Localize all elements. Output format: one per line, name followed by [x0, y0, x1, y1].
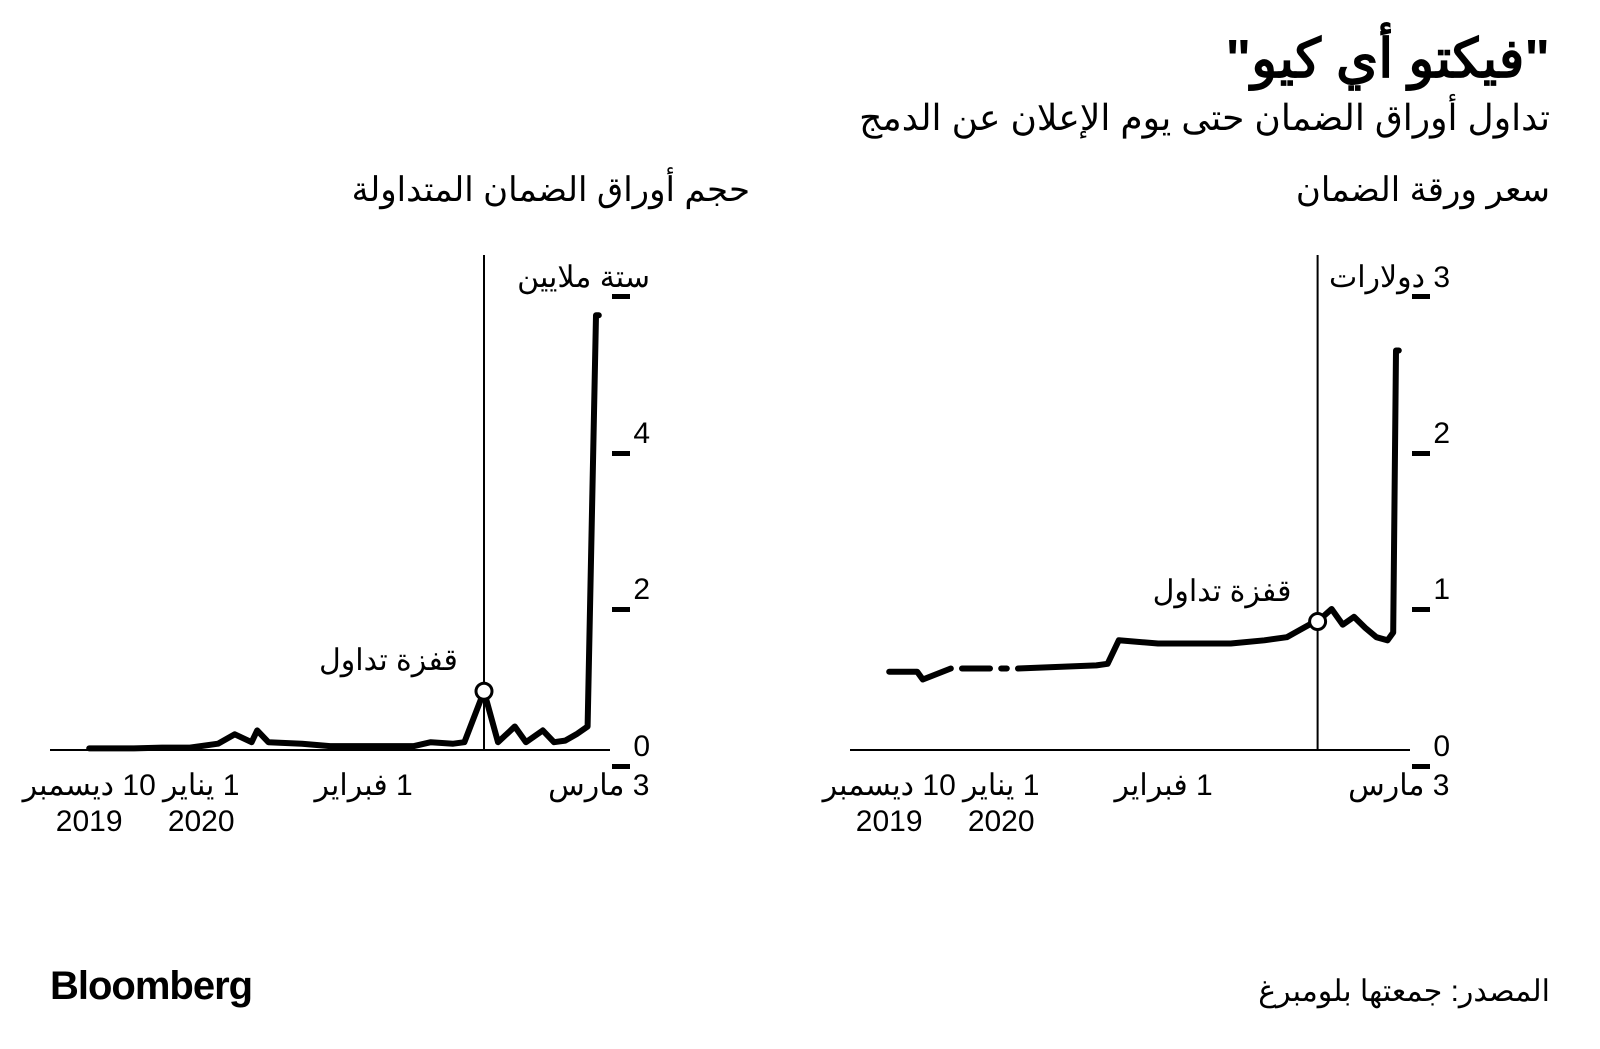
- y-tick-label: 0: [1434, 730, 1450, 764]
- y-tick-mark: [1412, 451, 1430, 456]
- y-tick-mark: [1412, 607, 1430, 612]
- annotation-label: قفزة تداول: [1153, 574, 1292, 609]
- y-tick-label: 4: [634, 417, 650, 451]
- y-tick-label: 2: [1434, 417, 1450, 451]
- chart-header: "فيكتو أي كيو" تداول أوراق الضمان حتى يو…: [859, 30, 1550, 139]
- volume-plot: 024ستة ملايين10 ديسمبر20191 يناير20201 ف…: [40, 240, 760, 820]
- x-tick-label: 3 مارس: [548, 768, 649, 804]
- price-panel-title: سعر ورقة الضمان: [840, 170, 1550, 210]
- volume-panel-title: حجم أوراق الضمان المتداولة: [40, 170, 750, 210]
- y-tick-mark: [1412, 294, 1430, 299]
- x-tick-label: 1 فبراير: [314, 768, 412, 804]
- y-tick-label: 1: [1434, 573, 1450, 607]
- x-tick-label: 10 ديسمبر2019: [23, 768, 156, 840]
- x-tick-label: 1 فبراير: [1114, 768, 1212, 804]
- y-tick-label: 0: [634, 730, 650, 764]
- chart-title: "فيكتو أي كيو": [859, 30, 1550, 89]
- price-plot: 0123 دولارات10 ديسمبر20191 يناير20201 فب…: [840, 240, 1560, 820]
- charts-container: حجم أوراق الضمان المتداولة 0 2 4 ستة ملايين…: [0, 170, 1600, 930]
- annotation-label: قفزة تداول: [319, 643, 458, 678]
- chart-subtitle: تداول أوراق الضمان حتى يوم الإعلان عن ال…: [859, 97, 1550, 139]
- chart-footer: Bloomberg المصدر: جمعتها بلومبرغ: [0, 964, 1600, 1009]
- y-tick-mark: [612, 451, 630, 456]
- x-tick-label: 10 ديسمبر2019: [823, 768, 956, 840]
- y-tick-mark: [612, 607, 630, 612]
- x-tick-label: 3 مارس: [1348, 768, 1449, 804]
- x-tick-label: 1 يناير2020: [163, 768, 239, 840]
- source-text: المصدر: جمعتها بلومبرغ: [1258, 974, 1550, 1009]
- y-tick-mark: [612, 294, 630, 299]
- volume-panel: حجم أوراق الضمان المتداولة 0 2 4 ستة ملايين…: [0, 170, 800, 930]
- brand-logo: Bloomberg: [50, 964, 252, 1009]
- x-tick-label: 1 يناير2020: [963, 768, 1039, 840]
- y-tick-label: ستة ملايين: [634, 260, 650, 295]
- y-tick-label: 3 دولارات: [1434, 260, 1450, 295]
- y-tick-label: 2: [634, 573, 650, 607]
- price-panel: سعر ورقة الضمان 0 1 2 3 دولارات 10 ديسمبر201…: [800, 170, 1600, 930]
